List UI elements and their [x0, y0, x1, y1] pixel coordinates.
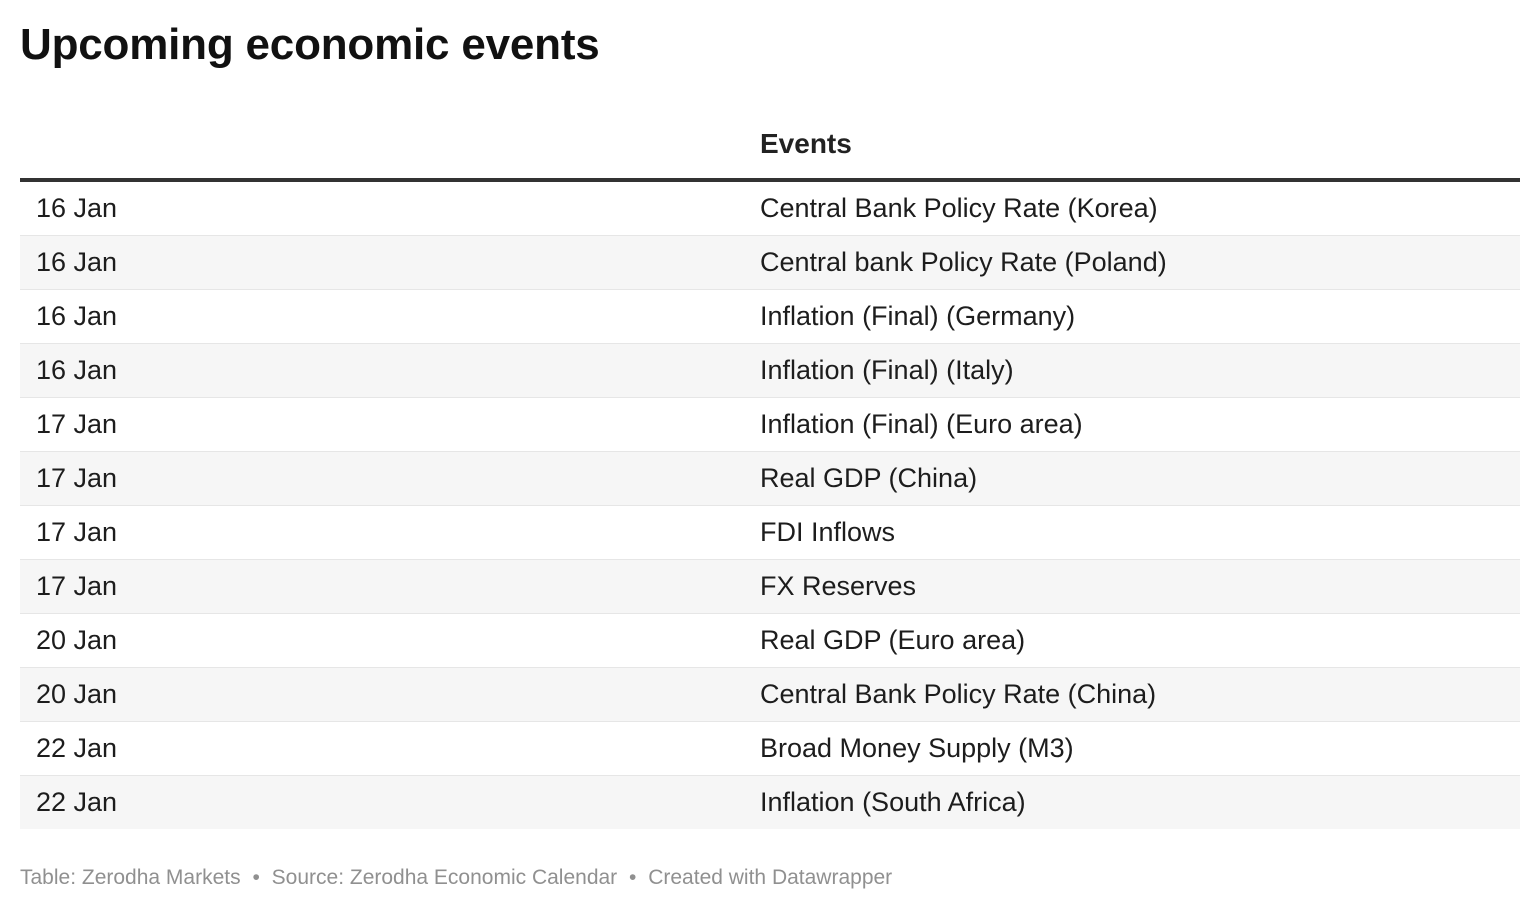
created-with-link[interactable]: Created with Datawrapper: [648, 866, 893, 889]
table-body: 16 Jan Central Bank Policy Rate (Korea) 16…: [20, 180, 1520, 829]
event-cell: Real GDP (Euro area): [760, 613, 1520, 668]
events-table: Events 16 Jan Central Bank Policy Rate (K…: [20, 110, 1520, 829]
table-header: Events: [20, 110, 1520, 182]
event-cell: Inflation (Final) (Italy): [760, 343, 1520, 398]
footer-credits: Table: Zerodha Markets • Source: Zerodha…: [20, 866, 892, 890]
table-row: 22 Jan Broad Money Supply (M3): [20, 721, 1520, 776]
table-credit: Table: Zerodha Markets: [20, 866, 241, 889]
event-cell: Real GDP (China): [760, 451, 1520, 506]
footer-separator: •: [252, 866, 260, 889]
date-cell: 17 Jan: [20, 505, 760, 560]
event-cell: Broad Money Supply (M3): [760, 721, 1520, 776]
table-row: 16 Jan Inflation (Final) (Germany): [20, 289, 1520, 344]
table-row: 16 Jan Inflation (Final) (Italy): [20, 343, 1520, 398]
event-cell: Inflation (South Africa): [760, 775, 1520, 829]
footer-separator: •: [629, 866, 637, 889]
table-row: 17 Jan FDI Inflows: [20, 505, 1520, 560]
event-cell: Inflation (Final) (Germany): [760, 289, 1520, 344]
table-header-row: Events: [20, 110, 1520, 182]
event-cell: FX Reserves: [760, 559, 1520, 614]
date-cell: 22 Jan: [20, 775, 760, 829]
events-table-container: Events 16 Jan Central Bank Policy Rate (K…: [20, 110, 1520, 829]
date-cell: 20 Jan: [20, 613, 760, 668]
event-cell: Central Bank Policy Rate (China): [760, 667, 1520, 722]
page-title: Upcoming economic events: [20, 20, 600, 69]
date-cell: 16 Jan: [20, 235, 760, 290]
event-cell: Central Bank Policy Rate (Korea): [760, 180, 1520, 236]
date-cell: 17 Jan: [20, 451, 760, 506]
source-credit: Source: Zerodha Economic Calendar: [271, 866, 618, 889]
table-row: 16 Jan Central bank Policy Rate (Poland): [20, 235, 1520, 290]
event-cell: Central bank Policy Rate (Poland): [760, 235, 1520, 290]
table-row: 17 Jan Real GDP (China): [20, 451, 1520, 506]
date-cell: 22 Jan: [20, 721, 760, 776]
table-row: 16 Jan Central Bank Policy Rate (Korea): [20, 180, 1520, 236]
event-cell: Inflation (Final) (Euro area): [760, 397, 1520, 452]
date-cell: 17 Jan: [20, 397, 760, 452]
date-cell: 16 Jan: [20, 343, 760, 398]
date-cell: 16 Jan: [20, 180, 760, 236]
table-row: 17 Jan FX Reserves: [20, 559, 1520, 614]
table-row: 20 Jan Central Bank Policy Rate (China): [20, 667, 1520, 722]
table-row: 20 Jan Real GDP (Euro area): [20, 613, 1520, 668]
date-cell: 17 Jan: [20, 559, 760, 614]
column-header-date: [20, 110, 760, 182]
table-row: 17 Jan Inflation (Final) (Euro area): [20, 397, 1520, 452]
table-row: 22 Jan Inflation (South Africa): [20, 775, 1520, 829]
date-cell: 20 Jan: [20, 667, 760, 722]
event-cell: FDI Inflows: [760, 505, 1520, 560]
date-cell: 16 Jan: [20, 289, 760, 344]
column-header-events: Events: [760, 110, 1520, 182]
